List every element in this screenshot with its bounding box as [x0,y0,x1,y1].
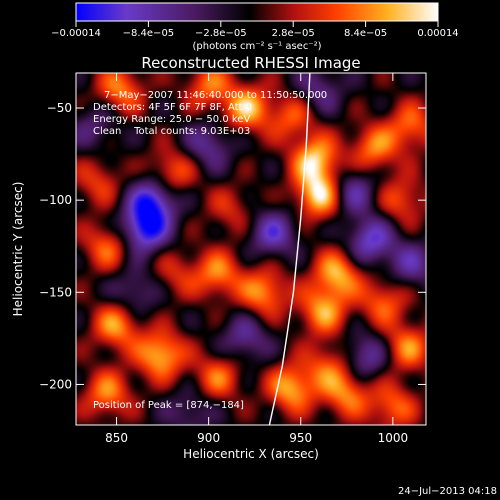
x-tick-label: 950 [289,431,312,445]
axis-tick-labels: 850 900 950 1000 −50 −100 −150 −200 [39,101,408,445]
plot-frame [75,72,427,426]
solar-limb [268,73,311,425]
annotation-clean-counts: Clean Total counts: 9.03E+03 [93,126,250,137]
annotation-detectors: Detectors: 4F 5F 6F 7F 8F, Att 0 [93,102,252,113]
timestamp: 24−Jul−2013 04:18 [398,486,497,497]
colorbar-tick-label: 8.4e−05 [344,28,387,39]
x-tick-label: 850 [105,431,128,445]
colorbar-tick-label: 0.00014 [417,28,458,39]
colorbar-ticks: −0.00014 −8.4e−05 −2.8e−05 2.8e−05 8.4e−05 0.… [51,21,459,39]
annotation-time-range: 7−May−2007 11:46:40.000 to 11:50:50.000 [104,90,327,101]
colorbar-tick-label: −8.4e−05 [123,28,175,39]
y-tick-label: −150 [39,285,72,299]
x-tick-label: 900 [197,431,220,445]
y-tick-label: −200 [39,377,72,391]
x-axis-label: Heliocentric X (arcsec) [183,447,319,461]
peak-position-label: Position of Peak = [874,−184] [93,400,244,411]
annotation-energy-range: Energy Range: 25.0 − 50.0 keV [93,114,250,125]
plot-area: 7−May−2007 11:46:40.000 to 11:50:50.000 … [75,72,427,426]
y-axis-label: Heliocentric Y (arcsec) [11,182,25,317]
colorbar-tick-label: −2.8e−05 [195,28,247,39]
colorbar-unit-label: (photons cm⁻² s⁻¹ asec⁻²) [192,41,321,52]
x-tick-label: 1000 [378,431,409,445]
chart-title: Reconstructed RHESSI Image [141,54,360,72]
colorbar: −0.00014 −8.4e−05 −2.8e−05 2.8e−05 8.4e−05 0.… [51,2,459,52]
y-tick-label: −50 [47,101,72,115]
axis-ticks [76,73,426,425]
colorbar-gradient [75,2,439,22]
info-block: 7−May−2007 11:46:40.000 to 11:50:50.000 … [93,90,327,137]
colorbar-tick-label: −0.00014 [51,28,101,39]
y-tick-label: −100 [39,193,72,207]
heatmap-image [76,73,426,425]
colorbar-tick-label: 2.8e−05 [272,28,315,39]
